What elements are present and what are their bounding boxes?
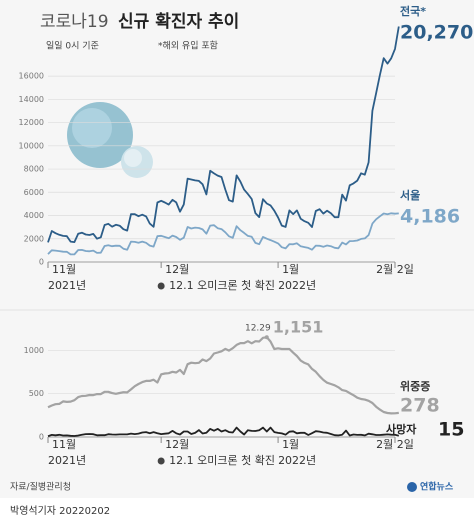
y-tick-label: 8000 <box>24 165 44 174</box>
source: 자료/질병관리청 <box>10 481 71 493</box>
x-tick-label: 11월 <box>52 263 76 276</box>
year-label: 2022년 <box>278 454 316 467</box>
series-name: 위중증 <box>400 380 430 393</box>
y-tick-label: 12000 <box>19 118 44 127</box>
x-tick-label: 1월 <box>282 263 299 276</box>
year-label: 2021년 <box>48 454 86 467</box>
x-tick-label: 12월 <box>165 263 189 276</box>
subtitle: 일일 0시 기준 <box>46 41 99 52</box>
series-name: 사망자 <box>386 422 417 436</box>
footer-bar <box>0 498 474 522</box>
annotation: 12.1 오미크론 첫 확진 <box>169 454 275 467</box>
peak-value-label: 1,151 <box>273 318 324 337</box>
annotation-marker <box>157 457 165 465</box>
annotation-marker <box>157 282 165 290</box>
year-label: 2021년 <box>48 279 86 292</box>
x-tick-label: 2월 2일 <box>376 262 414 276</box>
end-value-label: 20,270 <box>400 22 473 44</box>
year-label: 2022년 <box>278 279 316 292</box>
series-line <box>47 336 399 415</box>
end-value-label: 15 <box>438 419 464 441</box>
end-value-label: 278 <box>400 395 440 417</box>
title-light: 코로나19 <box>40 12 109 32</box>
y-tick-label: 500 <box>29 389 44 398</box>
peak-date-label: 12.29 <box>245 324 271 334</box>
y-tick-label: 0 <box>39 433 44 442</box>
end-value-label: 4,186 <box>400 206 460 228</box>
series-line <box>47 26 400 243</box>
y-tick-label: 2000 <box>24 234 44 243</box>
x-tick-label: 1월 <box>282 438 299 451</box>
series-name: 전국* <box>400 4 426 18</box>
series-line <box>47 212 399 256</box>
y-tick-label: 10000 <box>19 141 44 150</box>
x-tick-label: 11월 <box>52 438 76 451</box>
x-tick-label: 2월 2일 <box>376 437 414 451</box>
y-tick-label: 1000 <box>24 346 44 355</box>
series-line <box>47 426 400 438</box>
title-bold: 신규 확진자 추이 <box>118 12 239 32</box>
y-tick-label: 4000 <box>24 211 44 220</box>
annotation: 12.1 오미크론 첫 확진 <box>169 279 275 292</box>
y-tick-label: 16000 <box>19 72 44 81</box>
note: *해외 유입 포함 <box>158 40 218 52</box>
logo-icon <box>407 482 417 492</box>
y-tick-label: 0 <box>39 258 44 267</box>
x-tick-label: 12월 <box>165 438 189 451</box>
virus-illustration <box>67 102 153 178</box>
y-tick-label: 14000 <box>19 95 44 104</box>
y-tick-label: 6000 <box>24 188 44 197</box>
credit: 박영석기자 20220202 <box>10 505 110 517</box>
logo: 연합뉴스 <box>420 481 454 493</box>
series-name: 서울 <box>400 188 420 202</box>
peak-marker <box>264 335 269 340</box>
